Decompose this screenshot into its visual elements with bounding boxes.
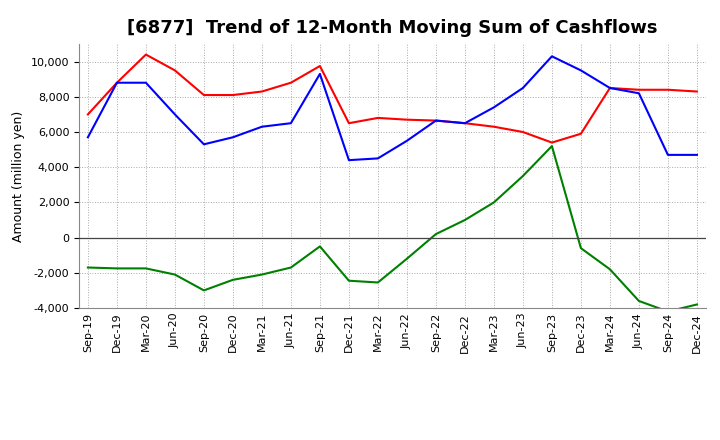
- Operating Cashflow: [577, 131, 585, 136]
- Operating Cashflow: [315, 63, 324, 69]
- Operating Cashflow: [693, 89, 701, 94]
- Investing Cashflow: [461, 217, 469, 223]
- Operating Cashflow: [171, 68, 179, 73]
- Investing Cashflow: [548, 143, 557, 149]
- Operating Cashflow: [374, 115, 382, 121]
- Investing Cashflow: [199, 288, 208, 293]
- Operating Cashflow: [287, 80, 295, 85]
- Operating Cashflow: [431, 118, 440, 123]
- Free Cashflow: [461, 121, 469, 126]
- Free Cashflow: [228, 135, 237, 140]
- Line: Operating Cashflow: Operating Cashflow: [88, 55, 697, 143]
- Investing Cashflow: [402, 256, 411, 261]
- Free Cashflow: [431, 118, 440, 123]
- Investing Cashflow: [577, 246, 585, 251]
- Operating Cashflow: [664, 87, 672, 92]
- Free Cashflow: [490, 105, 498, 110]
- Operating Cashflow: [634, 87, 643, 92]
- Free Cashflow: [287, 121, 295, 126]
- Investing Cashflow: [258, 272, 266, 277]
- Free Cashflow: [606, 85, 614, 91]
- Free Cashflow: [402, 138, 411, 143]
- Operating Cashflow: [490, 124, 498, 129]
- Free Cashflow: [171, 112, 179, 117]
- Operating Cashflow: [606, 85, 614, 91]
- Investing Cashflow: [664, 309, 672, 314]
- Operating Cashflow: [461, 121, 469, 126]
- Free Cashflow: [84, 135, 92, 140]
- Investing Cashflow: [142, 266, 150, 271]
- Investing Cashflow: [606, 267, 614, 272]
- Operating Cashflow: [199, 92, 208, 98]
- Operating Cashflow: [345, 121, 354, 126]
- Line: Investing Cashflow: Investing Cashflow: [88, 146, 697, 312]
- Investing Cashflow: [287, 265, 295, 270]
- Investing Cashflow: [171, 272, 179, 277]
- Operating Cashflow: [142, 52, 150, 57]
- Investing Cashflow: [84, 265, 92, 270]
- Free Cashflow: [142, 80, 150, 85]
- Free Cashflow: [577, 68, 585, 73]
- Free Cashflow: [345, 158, 354, 163]
- Investing Cashflow: [490, 200, 498, 205]
- Investing Cashflow: [112, 266, 121, 271]
- Free Cashflow: [374, 156, 382, 161]
- Operating Cashflow: [228, 92, 237, 98]
- Investing Cashflow: [345, 278, 354, 283]
- Free Cashflow: [664, 152, 672, 158]
- Investing Cashflow: [315, 244, 324, 249]
- Investing Cashflow: [228, 277, 237, 282]
- Free Cashflow: [258, 124, 266, 129]
- Investing Cashflow: [374, 280, 382, 285]
- Free Cashflow: [693, 152, 701, 158]
- Operating Cashflow: [548, 140, 557, 145]
- Operating Cashflow: [518, 129, 527, 135]
- Investing Cashflow: [634, 298, 643, 304]
- Free Cashflow: [634, 91, 643, 96]
- Investing Cashflow: [693, 302, 701, 307]
- Operating Cashflow: [402, 117, 411, 122]
- Y-axis label: Amount (million yen): Amount (million yen): [12, 110, 25, 242]
- Free Cashflow: [518, 85, 527, 91]
- Investing Cashflow: [518, 173, 527, 179]
- Operating Cashflow: [112, 80, 121, 85]
- Title: [6877]  Trend of 12-Month Moving Sum of Cashflows: [6877] Trend of 12-Month Moving Sum of C…: [127, 19, 657, 37]
- Free Cashflow: [199, 142, 208, 147]
- Operating Cashflow: [84, 112, 92, 117]
- Operating Cashflow: [258, 89, 266, 94]
- Free Cashflow: [315, 71, 324, 77]
- Free Cashflow: [112, 80, 121, 85]
- Line: Free Cashflow: Free Cashflow: [88, 56, 697, 160]
- Investing Cashflow: [431, 231, 440, 237]
- Free Cashflow: [548, 54, 557, 59]
